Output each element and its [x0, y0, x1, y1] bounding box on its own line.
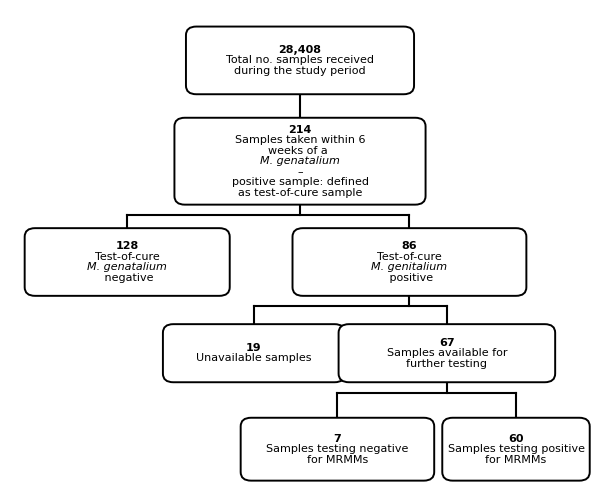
Text: 19: 19: [246, 343, 262, 353]
Text: M. genatalium: M. genatalium: [260, 156, 340, 166]
Text: 7: 7: [334, 434, 341, 444]
Text: 86: 86: [401, 241, 417, 251]
FancyBboxPatch shape: [25, 228, 230, 296]
FancyBboxPatch shape: [175, 118, 425, 204]
Text: Samples testing positive: Samples testing positive: [448, 444, 584, 454]
Text: 67: 67: [439, 338, 455, 347]
Text: Test-of-cure: Test-of-cure: [377, 252, 442, 262]
Text: –: –: [297, 167, 303, 177]
Text: Samples available for: Samples available for: [386, 348, 507, 358]
Text: M. genatalium: M. genatalium: [87, 262, 167, 272]
Text: during the study period: during the study period: [234, 66, 366, 76]
FancyBboxPatch shape: [186, 26, 414, 94]
FancyBboxPatch shape: [293, 228, 526, 296]
Text: further testing: further testing: [406, 359, 487, 369]
Text: positive: positive: [386, 273, 433, 283]
Text: negative: negative: [101, 273, 154, 283]
Text: for MRMMs: for MRMMs: [485, 455, 547, 465]
Text: 214: 214: [289, 124, 311, 134]
Text: 28,408: 28,408: [278, 45, 322, 55]
Text: weeks of a: weeks of a: [268, 146, 332, 156]
FancyBboxPatch shape: [241, 418, 434, 480]
Text: Samples testing negative: Samples testing negative: [266, 444, 409, 454]
Text: M. genitalium: M. genitalium: [371, 262, 448, 272]
FancyBboxPatch shape: [338, 324, 555, 382]
Text: positive sample: defined: positive sample: defined: [232, 178, 368, 188]
Text: Samples taken within 6: Samples taken within 6: [235, 135, 365, 145]
Text: Test-of-cure: Test-of-cure: [95, 252, 160, 262]
Text: Unavailable samples: Unavailable samples: [196, 354, 311, 364]
Text: 60: 60: [508, 434, 524, 444]
Text: as test-of-cure sample: as test-of-cure sample: [238, 188, 362, 198]
FancyBboxPatch shape: [442, 418, 590, 480]
Text: for MRMMs: for MRMMs: [307, 455, 368, 465]
Text: 128: 128: [116, 241, 139, 251]
Text: Total no. samples received: Total no. samples received: [226, 56, 374, 66]
FancyBboxPatch shape: [163, 324, 345, 382]
